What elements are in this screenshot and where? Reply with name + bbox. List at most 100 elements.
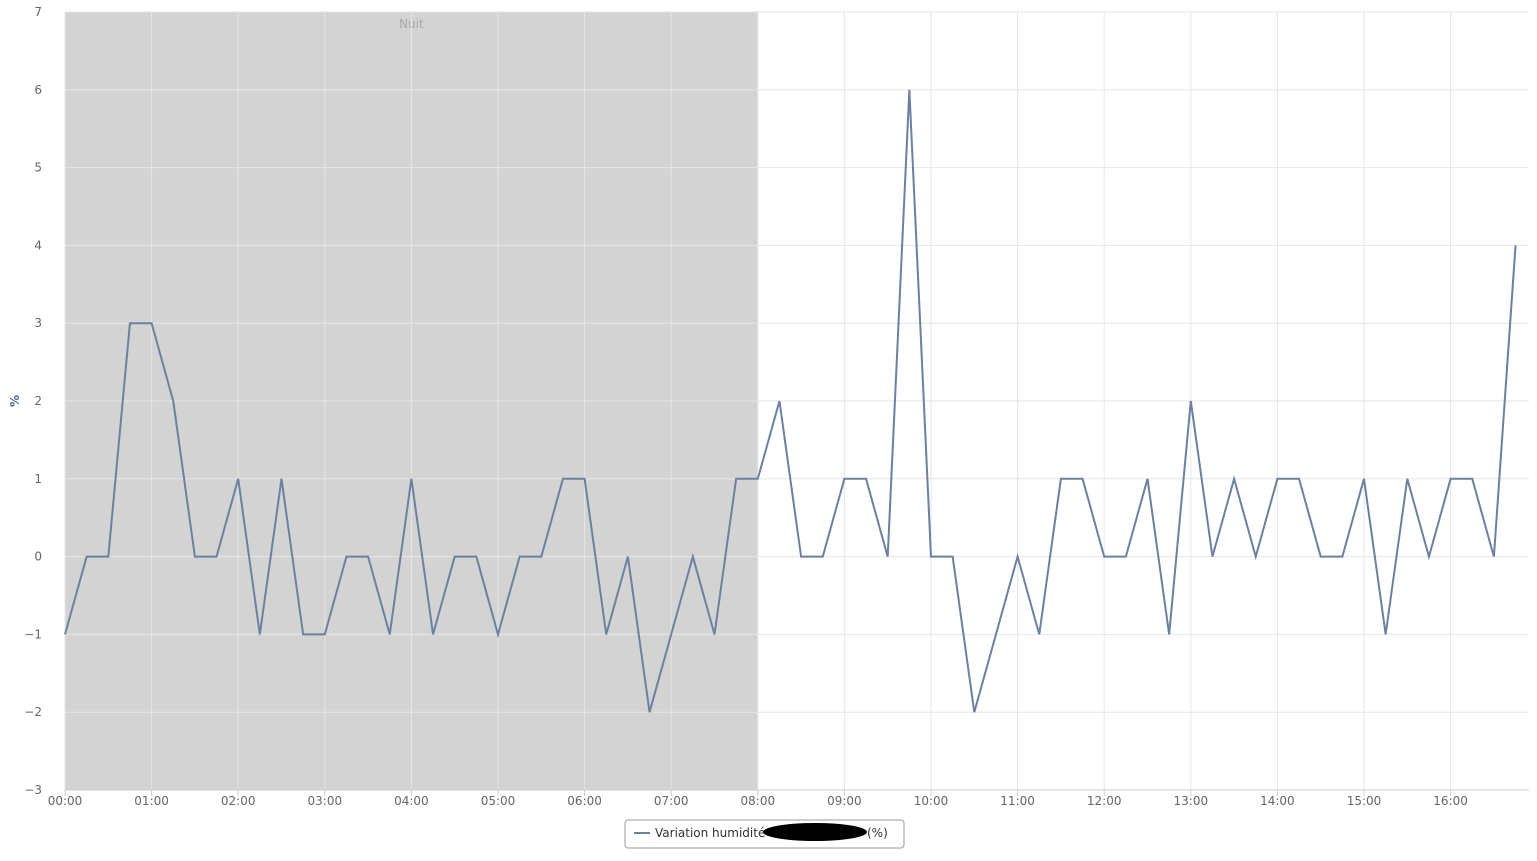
data-point[interactable]	[970, 708, 978, 716]
data-point[interactable]	[278, 475, 286, 483]
data-point[interactable]	[1338, 553, 1346, 561]
data-point[interactable]	[386, 630, 394, 638]
data-point[interactable]	[667, 630, 675, 638]
data-point[interactable]	[1252, 553, 1260, 561]
x-tick-label: 08:00	[741, 794, 776, 808]
y-tick-label: 5	[34, 161, 42, 175]
data-point[interactable]	[927, 553, 935, 561]
data-point[interactable]	[83, 553, 91, 561]
data-point[interactable]	[905, 86, 913, 94]
legend[interactable]: Variation humidité (%)	[624, 819, 905, 849]
y-tick-label: 3	[34, 316, 42, 330]
data-point[interactable]	[494, 630, 502, 638]
data-point[interactable]	[732, 475, 740, 483]
series-layer	[61, 86, 1520, 716]
data-point[interactable]	[1490, 553, 1498, 561]
data-point[interactable]	[148, 319, 156, 327]
data-point[interactable]	[104, 553, 112, 561]
data-point[interactable]	[1382, 630, 1390, 638]
data-point[interactable]	[213, 553, 221, 561]
data-point[interactable]	[711, 630, 719, 638]
data-point[interactable]	[1079, 475, 1087, 483]
x-tick-label: 13:00	[1174, 794, 1209, 808]
data-point[interactable]	[559, 475, 567, 483]
x-tick-label: 03:00	[308, 794, 343, 808]
data-point[interactable]	[472, 553, 480, 561]
x-tick-label: 00:00	[48, 794, 83, 808]
data-point[interactable]	[602, 630, 610, 638]
data-point[interactable]	[451, 553, 459, 561]
data-point[interactable]	[992, 630, 1000, 638]
data-point[interactable]	[1208, 553, 1216, 561]
data-point[interactable]	[1144, 475, 1152, 483]
legend-unit-suffix: (%)	[867, 826, 888, 840]
data-point[interactable]	[775, 397, 783, 405]
data-point[interactable]	[1187, 397, 1195, 405]
data-point[interactable]	[884, 553, 892, 561]
data-point[interactable]	[949, 553, 957, 561]
data-point[interactable]	[191, 553, 199, 561]
x-tick-label: 11:00	[1000, 794, 1035, 808]
data-point[interactable]	[1057, 475, 1065, 483]
y-tick-label: 6	[34, 83, 42, 97]
data-point[interactable]	[1014, 553, 1022, 561]
data-point[interactable]	[1165, 630, 1173, 638]
legend-series-name: Variation humidité	[655, 826, 765, 840]
y-tick-label: 2	[34, 394, 42, 408]
data-point[interactable]	[840, 475, 848, 483]
x-tick-label: 10:00	[914, 794, 949, 808]
data-point[interactable]	[364, 553, 372, 561]
data-point[interactable]	[754, 475, 762, 483]
data-point[interactable]	[646, 708, 654, 716]
data-point[interactable]	[581, 475, 589, 483]
x-tick-label: 04:00	[394, 794, 429, 808]
data-point[interactable]	[1468, 475, 1476, 483]
y-tick-label: 7	[34, 5, 42, 19]
data-point[interactable]	[1360, 475, 1368, 483]
data-point[interactable]	[61, 630, 69, 638]
x-tick-label: 09:00	[827, 794, 862, 808]
data-point[interactable]	[862, 475, 870, 483]
data-point[interactable]	[407, 475, 415, 483]
data-point[interactable]	[624, 553, 632, 561]
x-tick-label: 02:00	[221, 794, 256, 808]
data-point[interactable]	[342, 553, 350, 561]
data-point[interactable]	[1317, 553, 1325, 561]
data-point[interactable]	[689, 553, 697, 561]
x-tick-label: 16:00	[1433, 794, 1468, 808]
data-point[interactable]	[1512, 241, 1520, 249]
data-point[interactable]	[169, 397, 177, 405]
data-point[interactable]	[1425, 553, 1433, 561]
data-point[interactable]	[1273, 475, 1281, 483]
data-point[interactable]	[1403, 475, 1411, 483]
data-point[interactable]	[1100, 553, 1108, 561]
data-point[interactable]	[256, 630, 264, 638]
y-tick-label: −3	[24, 783, 42, 797]
data-point[interactable]	[1295, 475, 1303, 483]
y-tick-label: −1	[24, 627, 42, 641]
x-tick-label: 01:00	[134, 794, 169, 808]
data-point[interactable]	[299, 630, 307, 638]
series-line[interactable]	[64, 89, 1517, 713]
data-point[interactable]	[819, 553, 827, 561]
data-point[interactable]	[234, 475, 242, 483]
data-point[interactable]	[1447, 475, 1455, 483]
legend-redaction-mark	[763, 823, 867, 841]
data-point[interactable]	[1035, 630, 1043, 638]
x-tick-label: 05:00	[481, 794, 516, 808]
data-point[interactable]	[516, 553, 524, 561]
data-point[interactable]	[126, 319, 134, 327]
data-point[interactable]	[321, 630, 329, 638]
data-point[interactable]	[1230, 475, 1238, 483]
y-tick-label: 0	[34, 550, 42, 564]
y-axis-ticks: 7 6 5 4 3 2 1 0 −1 −2 −3	[24, 5, 42, 797]
grid-lines	[64, 11, 1529, 791]
data-point[interactable]	[429, 630, 437, 638]
data-point[interactable]	[537, 553, 545, 561]
x-tick-label: 12:00	[1087, 794, 1122, 808]
data-point[interactable]	[1122, 553, 1130, 561]
x-tick-label: 15:00	[1347, 794, 1382, 808]
y-tick-label: −2	[24, 705, 42, 719]
data-point[interactable]	[797, 553, 805, 561]
